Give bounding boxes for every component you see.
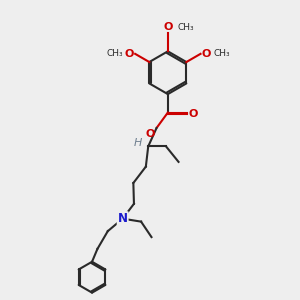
Text: CH₃: CH₃: [213, 49, 230, 58]
Text: O: O: [189, 109, 198, 118]
Text: O: O: [124, 49, 134, 59]
Text: O: O: [146, 129, 155, 139]
Text: O: O: [163, 22, 172, 32]
Text: N: N: [118, 212, 128, 225]
Text: CH₃: CH₃: [178, 23, 194, 32]
Text: CH₃: CH₃: [106, 49, 123, 58]
Text: O: O: [202, 49, 211, 59]
Text: H: H: [133, 138, 142, 148]
